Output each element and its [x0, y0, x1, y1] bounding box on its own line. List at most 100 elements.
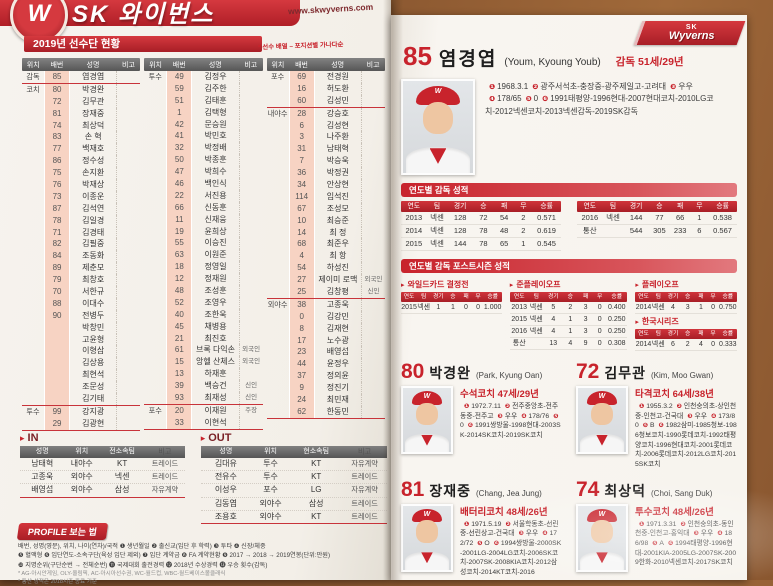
roster-cell-number: 99	[43, 405, 71, 418]
roster-cell-note: 외국인	[242, 346, 261, 354]
detail-number-icon: ❶	[489, 82, 496, 91]
roster-row: 83 손 혁	[22, 131, 140, 144]
roster-cell-number: 90	[43, 309, 71, 322]
detail-number-icon: ❸	[687, 412, 693, 420]
roster-cell-name: 강승호	[315, 107, 362, 120]
roster-cell-position	[144, 417, 166, 429]
roster-cell-note: 신인	[245, 394, 258, 402]
detail-text: 1982삼미-1985청보-1986청보코치-1990롯데코치-1992태평양코…	[635, 422, 737, 468]
roster-cell-position	[144, 107, 166, 119]
roster-cell-position	[144, 380, 166, 392]
coach-photo: W	[401, 503, 453, 572]
roster-cell-note	[117, 274, 140, 286]
roster-cell-name: 김태훈	[192, 94, 240, 107]
roster-cell-note	[362, 238, 385, 250]
roster-cell-note	[362, 250, 385, 262]
transfer-header-cell: 비고	[158, 447, 172, 456]
stats-cell: 넥센	[651, 304, 665, 311]
stats-cell: 0.545	[537, 239, 556, 248]
transfer-row: 이성우 포수 LG 자유계약	[200, 484, 387, 498]
manager-role: 감독 51세/29년	[616, 54, 684, 69]
stats-cell: 3	[583, 316, 588, 323]
roster-cell-number: 21	[166, 332, 193, 345]
roster-row: 79 최창호	[22, 274, 140, 287]
coach-number: 81	[401, 477, 425, 501]
roster-cell-position	[144, 166, 166, 178]
roster-cell-note	[240, 333, 263, 345]
stats-cell: 4	[551, 328, 556, 335]
roster-cell-name: 김창평	[315, 286, 362, 298]
stats-header-cell: 패	[698, 331, 704, 337]
stats-header-cell: 팀	[655, 331, 661, 337]
roster-cell-note	[362, 83, 385, 95]
stats-header-cell: 경기	[629, 203, 643, 210]
roster-row: 내야수 28 강승호	[267, 107, 385, 120]
roster-cell-note	[362, 179, 385, 191]
stats-header-cell: 경기	[667, 294, 679, 300]
detail-text: 광주서석초-충장중-광주제일고-고려대	[540, 82, 667, 91]
coach-card: 81 장재중 (Chang, Jea Jung) W 배터리코치 48세/26년 ❶ 197…	[401, 479, 562, 578]
stats-cell: 2	[685, 341, 690, 348]
roster-cell-name: 손 혁	[70, 131, 118, 144]
roster-row: 93 최재성 신인	[144, 392, 263, 405]
roster-cell-note	[117, 406, 140, 418]
stats-cell: 0	[597, 340, 602, 347]
roster-row: 12 정재원	[144, 273, 262, 286]
roster-header-cell: 위치	[149, 61, 162, 69]
transfer-cell: 트레이드	[351, 472, 378, 482]
detail-text: 1994쌍방울-2000SK-2001LG-2004LG코치-2006SK코치-…	[460, 540, 562, 576]
roster-cell-name: 이재원	[192, 404, 240, 417]
roster-cell-number: 41	[166, 130, 193, 143]
roster-cell-note	[117, 418, 140, 430]
out-heading: ▸ OUT	[201, 432, 387, 444]
collar-shape	[596, 552, 608, 564]
stats-header-cell: 무	[710, 331, 716, 337]
roster-cell-note	[362, 227, 385, 239]
roster-cell-name: 박종훈	[192, 154, 240, 167]
roster-cell-position: 코치	[26, 84, 40, 94]
list-bullet-icon: ▸	[509, 282, 514, 289]
roster-cell-position	[144, 321, 166, 333]
roster-cell-position	[267, 95, 289, 107]
roster-row: 41 박민호	[144, 130, 262, 143]
roster-cell-note	[362, 370, 385, 382]
roster-cell-position	[144, 297, 166, 309]
coach-cards: 80 박경완 (Park, Kyung Oan) W 수석코치 47세/29년 ❶ 1972…	[401, 361, 737, 578]
roster-cell-name: 백재호	[70, 143, 118, 156]
roster-cell-number: 22	[166, 189, 193, 202]
roster-cell-position: 투수	[26, 406, 40, 416]
list-bullet-icon: ▸	[635, 319, 639, 326]
roster-column: 위치 배번 성명 비고 투수 49 김정우 59 김주한 51 김태훈 1 김택형 42 문승원 41 박민호 3…	[144, 58, 263, 431]
stats-cell: 통산	[582, 226, 597, 235]
roster-cell-position	[267, 262, 289, 274]
detail-text: 1971.3.31	[646, 520, 677, 528]
roster-cell-number: 15	[166, 356, 193, 369]
roster-cell-number: 114	[288, 190, 315, 203]
roster-row: 조문성	[22, 381, 140, 394]
roster-cell-position	[22, 167, 44, 179]
roster-cell-note	[117, 334, 140, 346]
coach-name: 최상덕	[604, 482, 646, 499]
roster-cell-name: 최진호	[192, 332, 240, 345]
roster-cell-name: 윤정우	[315, 358, 362, 371]
roster-row: 47 박희수	[144, 166, 262, 179]
roster-cell-note	[117, 155, 140, 167]
roster-cell-number: 11	[166, 213, 193, 226]
coach-body: W 타격코치 64세/38년 ❶ 1955.3.2 ❷ 인천숭의초-상인천중-인천고-건국…	[576, 386, 737, 470]
coach-header: 72 김무관 (Kim, Moo Gwan)	[576, 361, 737, 383]
roster-cell-note	[240, 237, 263, 249]
roster-cell-name: 고종욱	[315, 298, 362, 311]
transfer-cell: 김동엽	[214, 498, 237, 508]
roster-cell-number: 29	[43, 417, 71, 430]
roster-cell-note	[117, 108, 140, 120]
stats-row: 2015 넥센 1 1 0 0 1.000	[401, 302, 502, 314]
roster-cell-number: 78	[43, 214, 71, 227]
roster-cell-position	[144, 392, 166, 404]
roster-row: 고윤형	[22, 333, 140, 346]
roster-row: 포수 20 이재원 주장	[144, 404, 262, 417]
roster-title: 2019년 선수단 현황	[24, 36, 262, 52]
banner-title: SK 와이번스	[72, 1, 215, 28]
roster-header-cell: 성명	[86, 61, 100, 69]
roster-cell-name: 김석연	[70, 202, 118, 215]
roster-cell-position	[267, 227, 289, 239]
